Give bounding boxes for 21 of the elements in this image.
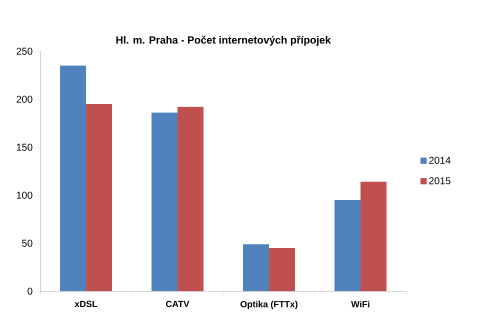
bar bbox=[152, 112, 178, 292]
x-tick-label: Optika (FTTx) bbox=[240, 300, 298, 310]
y-tick-label: 250 bbox=[16, 48, 32, 55]
bar bbox=[334, 200, 361, 292]
bar bbox=[86, 104, 112, 292]
y-tick-label: 150 bbox=[16, 144, 32, 151]
y-tick-label: 200 bbox=[16, 96, 32, 103]
x-tick-label: WiFi bbox=[351, 300, 370, 308]
bar bbox=[178, 106, 204, 292]
x-tick-label: CATV bbox=[166, 300, 190, 308]
y-tick-label: 100 bbox=[16, 192, 32, 199]
bar bbox=[60, 66, 86, 292]
bar bbox=[360, 182, 387, 292]
y-tick-label: 0 bbox=[28, 288, 32, 295]
y-tick-label: 50 bbox=[22, 240, 32, 247]
legend-label: 2014 bbox=[429, 156, 451, 164]
bar bbox=[243, 244, 270, 292]
legend-label: 2015 bbox=[429, 177, 450, 184]
x-tick-label: xDSL bbox=[74, 300, 98, 308]
chart-title: Hl. m. Praha - Počet internetových přípojek bbox=[116, 36, 331, 46]
bar bbox=[269, 248, 296, 292]
